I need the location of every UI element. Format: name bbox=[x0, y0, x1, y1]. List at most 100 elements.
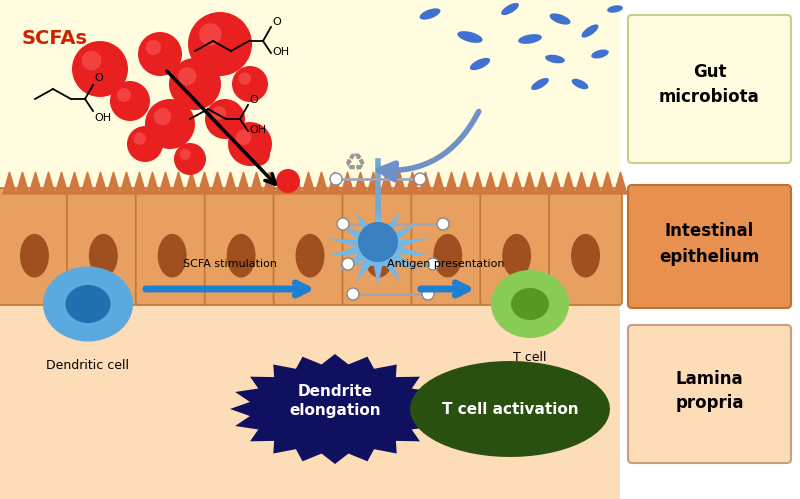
Polygon shape bbox=[510, 172, 523, 194]
Ellipse shape bbox=[158, 234, 186, 277]
Polygon shape bbox=[367, 172, 380, 194]
Polygon shape bbox=[3, 172, 16, 194]
Ellipse shape bbox=[458, 31, 482, 43]
Ellipse shape bbox=[470, 58, 490, 70]
Text: SCFAs: SCFAs bbox=[22, 29, 88, 48]
Text: Intestinal
epithelium: Intestinal epithelium bbox=[659, 223, 760, 265]
Text: Gut
microbiota: Gut microbiota bbox=[659, 62, 760, 105]
Circle shape bbox=[228, 122, 272, 166]
Circle shape bbox=[82, 51, 102, 70]
Polygon shape bbox=[146, 172, 159, 194]
Polygon shape bbox=[419, 172, 432, 194]
Polygon shape bbox=[562, 172, 575, 194]
Circle shape bbox=[427, 258, 439, 270]
Polygon shape bbox=[81, 172, 94, 194]
Circle shape bbox=[127, 126, 163, 162]
Circle shape bbox=[110, 81, 150, 121]
FancyBboxPatch shape bbox=[549, 188, 622, 305]
Circle shape bbox=[246, 142, 270, 166]
Text: O: O bbox=[272, 17, 281, 27]
Polygon shape bbox=[0, 234, 620, 499]
Text: T cell: T cell bbox=[514, 351, 546, 364]
Polygon shape bbox=[315, 172, 328, 194]
Text: OH: OH bbox=[249, 125, 266, 135]
Text: OH: OH bbox=[272, 47, 289, 57]
Polygon shape bbox=[614, 172, 627, 194]
Polygon shape bbox=[380, 172, 393, 194]
Polygon shape bbox=[263, 172, 276, 194]
Polygon shape bbox=[341, 172, 354, 194]
Circle shape bbox=[199, 23, 222, 45]
Ellipse shape bbox=[550, 13, 570, 24]
Circle shape bbox=[138, 32, 182, 76]
Ellipse shape bbox=[501, 3, 519, 15]
Polygon shape bbox=[29, 172, 42, 194]
Circle shape bbox=[179, 149, 190, 160]
FancyBboxPatch shape bbox=[136, 188, 209, 305]
FancyBboxPatch shape bbox=[0, 188, 71, 305]
Ellipse shape bbox=[582, 24, 598, 37]
Polygon shape bbox=[406, 172, 419, 194]
Text: T cell activation: T cell activation bbox=[442, 402, 578, 417]
Ellipse shape bbox=[607, 5, 623, 12]
Circle shape bbox=[174, 143, 206, 175]
Circle shape bbox=[134, 132, 146, 145]
Circle shape bbox=[145, 99, 195, 149]
Circle shape bbox=[205, 99, 245, 139]
Circle shape bbox=[276, 169, 300, 193]
Circle shape bbox=[358, 222, 398, 262]
Text: Lamina
propria: Lamina propria bbox=[675, 369, 744, 413]
Polygon shape bbox=[484, 172, 497, 194]
Circle shape bbox=[212, 106, 226, 120]
Polygon shape bbox=[133, 172, 146, 194]
Circle shape bbox=[337, 218, 349, 230]
Circle shape bbox=[422, 288, 434, 300]
Text: O: O bbox=[94, 73, 102, 83]
Ellipse shape bbox=[511, 288, 549, 320]
Polygon shape bbox=[55, 172, 68, 194]
Ellipse shape bbox=[43, 266, 133, 341]
FancyBboxPatch shape bbox=[628, 325, 791, 463]
FancyBboxPatch shape bbox=[342, 188, 415, 305]
Ellipse shape bbox=[572, 79, 588, 89]
Polygon shape bbox=[185, 172, 198, 194]
Polygon shape bbox=[159, 172, 172, 194]
Ellipse shape bbox=[591, 49, 609, 58]
Polygon shape bbox=[601, 172, 614, 194]
Text: ♻: ♻ bbox=[344, 152, 366, 176]
Polygon shape bbox=[327, 208, 429, 286]
Circle shape bbox=[146, 40, 161, 55]
Polygon shape bbox=[445, 172, 458, 194]
Ellipse shape bbox=[518, 34, 542, 44]
Polygon shape bbox=[198, 172, 211, 194]
Circle shape bbox=[154, 108, 171, 125]
Polygon shape bbox=[237, 172, 250, 194]
Text: Antigen presentation: Antigen presentation bbox=[387, 259, 505, 269]
FancyBboxPatch shape bbox=[274, 188, 346, 305]
FancyBboxPatch shape bbox=[480, 188, 553, 305]
Polygon shape bbox=[120, 172, 133, 194]
Circle shape bbox=[188, 12, 252, 76]
Polygon shape bbox=[588, 172, 601, 194]
FancyBboxPatch shape bbox=[411, 188, 484, 305]
Ellipse shape bbox=[545, 55, 565, 63]
Polygon shape bbox=[16, 172, 29, 194]
FancyBboxPatch shape bbox=[628, 15, 791, 163]
Polygon shape bbox=[42, 172, 55, 194]
Ellipse shape bbox=[531, 78, 549, 90]
Polygon shape bbox=[172, 172, 185, 194]
Ellipse shape bbox=[502, 234, 531, 277]
Circle shape bbox=[342, 258, 354, 270]
Polygon shape bbox=[302, 172, 315, 194]
Circle shape bbox=[169, 58, 221, 110]
Text: SCFA stimulation: SCFA stimulation bbox=[183, 259, 277, 269]
Circle shape bbox=[414, 173, 426, 185]
Circle shape bbox=[232, 66, 268, 102]
Circle shape bbox=[347, 288, 359, 300]
FancyBboxPatch shape bbox=[628, 185, 791, 308]
Circle shape bbox=[238, 72, 251, 85]
Polygon shape bbox=[289, 172, 302, 194]
Ellipse shape bbox=[295, 234, 325, 277]
FancyArrowPatch shape bbox=[379, 111, 478, 180]
Polygon shape bbox=[497, 172, 510, 194]
